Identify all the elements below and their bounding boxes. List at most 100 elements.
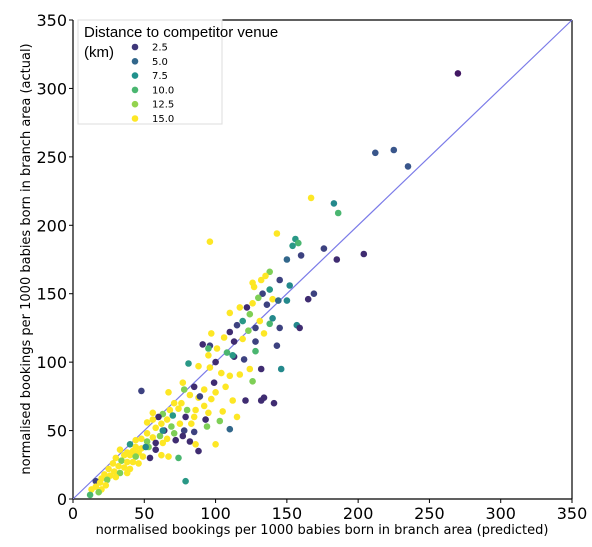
x-tick-label: 0 [68, 504, 78, 523]
x-tick-label: 350 [557, 504, 588, 523]
data-point [190, 413, 198, 421]
y-tick-label: 50 [47, 422, 67, 441]
data-point [135, 460, 142, 467]
data-point [263, 301, 271, 309]
data-point [152, 439, 159, 447]
data-point [205, 352, 212, 359]
data-point [143, 438, 151, 445]
data-point [239, 335, 246, 343]
data-point [203, 423, 211, 430]
data-point [289, 242, 296, 250]
data-point [112, 473, 120, 481]
data-point [230, 338, 238, 345]
data-point [190, 428, 198, 436]
data-point [360, 250, 368, 258]
legend-marker [131, 100, 139, 108]
data-point [102, 482, 110, 489]
data-point [185, 360, 192, 367]
data-point [245, 327, 252, 335]
data-point [105, 465, 112, 473]
data-point [123, 469, 131, 477]
data-point [115, 462, 122, 470]
legend-label: 7.5 [152, 71, 168, 82]
data-point [249, 378, 256, 385]
y-tick-label: 300 [36, 79, 67, 98]
data-point [156, 432, 164, 440]
data-point [175, 405, 182, 413]
data-point [208, 330, 215, 337]
data-points [86, 70, 462, 499]
data-point [192, 441, 199, 448]
x-tick-label: 50 [134, 504, 154, 523]
data-point [121, 464, 128, 471]
data-point [155, 413, 162, 421]
data-point [182, 477, 189, 485]
legend-label: 15.0 [152, 114, 174, 125]
data-point [118, 457, 125, 465]
y-tick-label: 100 [36, 353, 67, 372]
legend-title-line1: Distance to competitor venue [84, 24, 278, 41]
data-point [252, 324, 259, 332]
data-point [333, 256, 341, 263]
x-tick-label: 150 [272, 504, 303, 523]
x-tick-label: 200 [343, 504, 374, 523]
data-point [218, 369, 225, 377]
data-point [226, 309, 234, 317]
x-axis-label: normalised bookings per 1000 babies born… [96, 523, 549, 538]
data-point [266, 320, 274, 328]
data-point [163, 416, 171, 423]
data-point [178, 399, 185, 407]
data-point [220, 334, 228, 341]
legend-marker [131, 86, 139, 94]
legend-marker [131, 43, 139, 51]
data-point [226, 372, 234, 380]
data-point [252, 347, 259, 355]
legend-box [77, 19, 223, 125]
data-point [205, 409, 212, 417]
data-point [307, 194, 315, 202]
data-point [304, 295, 312, 303]
data-point [138, 435, 145, 443]
data-point [236, 304, 244, 311]
data-point [257, 397, 265, 404]
data-point [165, 389, 172, 396]
data-point [297, 252, 305, 259]
legend-marker [131, 72, 139, 79]
x-tick-label: 100 [200, 504, 231, 523]
data-point [213, 345, 221, 352]
data-point [223, 349, 231, 356]
data-point [233, 413, 241, 421]
legend-title-line2: (km) [84, 44, 114, 61]
data-point [206, 364, 214, 371]
data-point [146, 454, 154, 462]
data-point [229, 352, 236, 359]
data-point [152, 446, 159, 454]
x-axis-ticks: 0 50 100 150 200 250 300 350 [68, 499, 587, 523]
data-point [190, 383, 198, 391]
data-point [103, 476, 111, 484]
data-point [195, 362, 202, 370]
data-point [295, 239, 302, 247]
data-point [454, 70, 462, 77]
data-point [276, 324, 284, 332]
data-point [260, 330, 268, 337]
data-point [163, 435, 171, 443]
data-point [257, 365, 265, 373]
data-point [170, 399, 178, 407]
data-point [249, 300, 256, 307]
legend-items: 2.5 5.0 7.5 10.0 12.5 15.0 [131, 43, 174, 125]
data-point [256, 317, 264, 325]
x-tick-label: 300 [485, 504, 516, 523]
data-point [116, 446, 124, 454]
data-point [240, 356, 248, 363]
data-point [176, 420, 184, 428]
data-point [132, 453, 139, 460]
data-point [283, 297, 291, 304]
data-point [159, 439, 167, 447]
data-point [246, 310, 254, 318]
data-point [123, 458, 131, 466]
data-point [273, 230, 281, 237]
y-tick-label: 150 [36, 285, 67, 304]
data-point [320, 245, 328, 252]
data-point [236, 371, 244, 378]
